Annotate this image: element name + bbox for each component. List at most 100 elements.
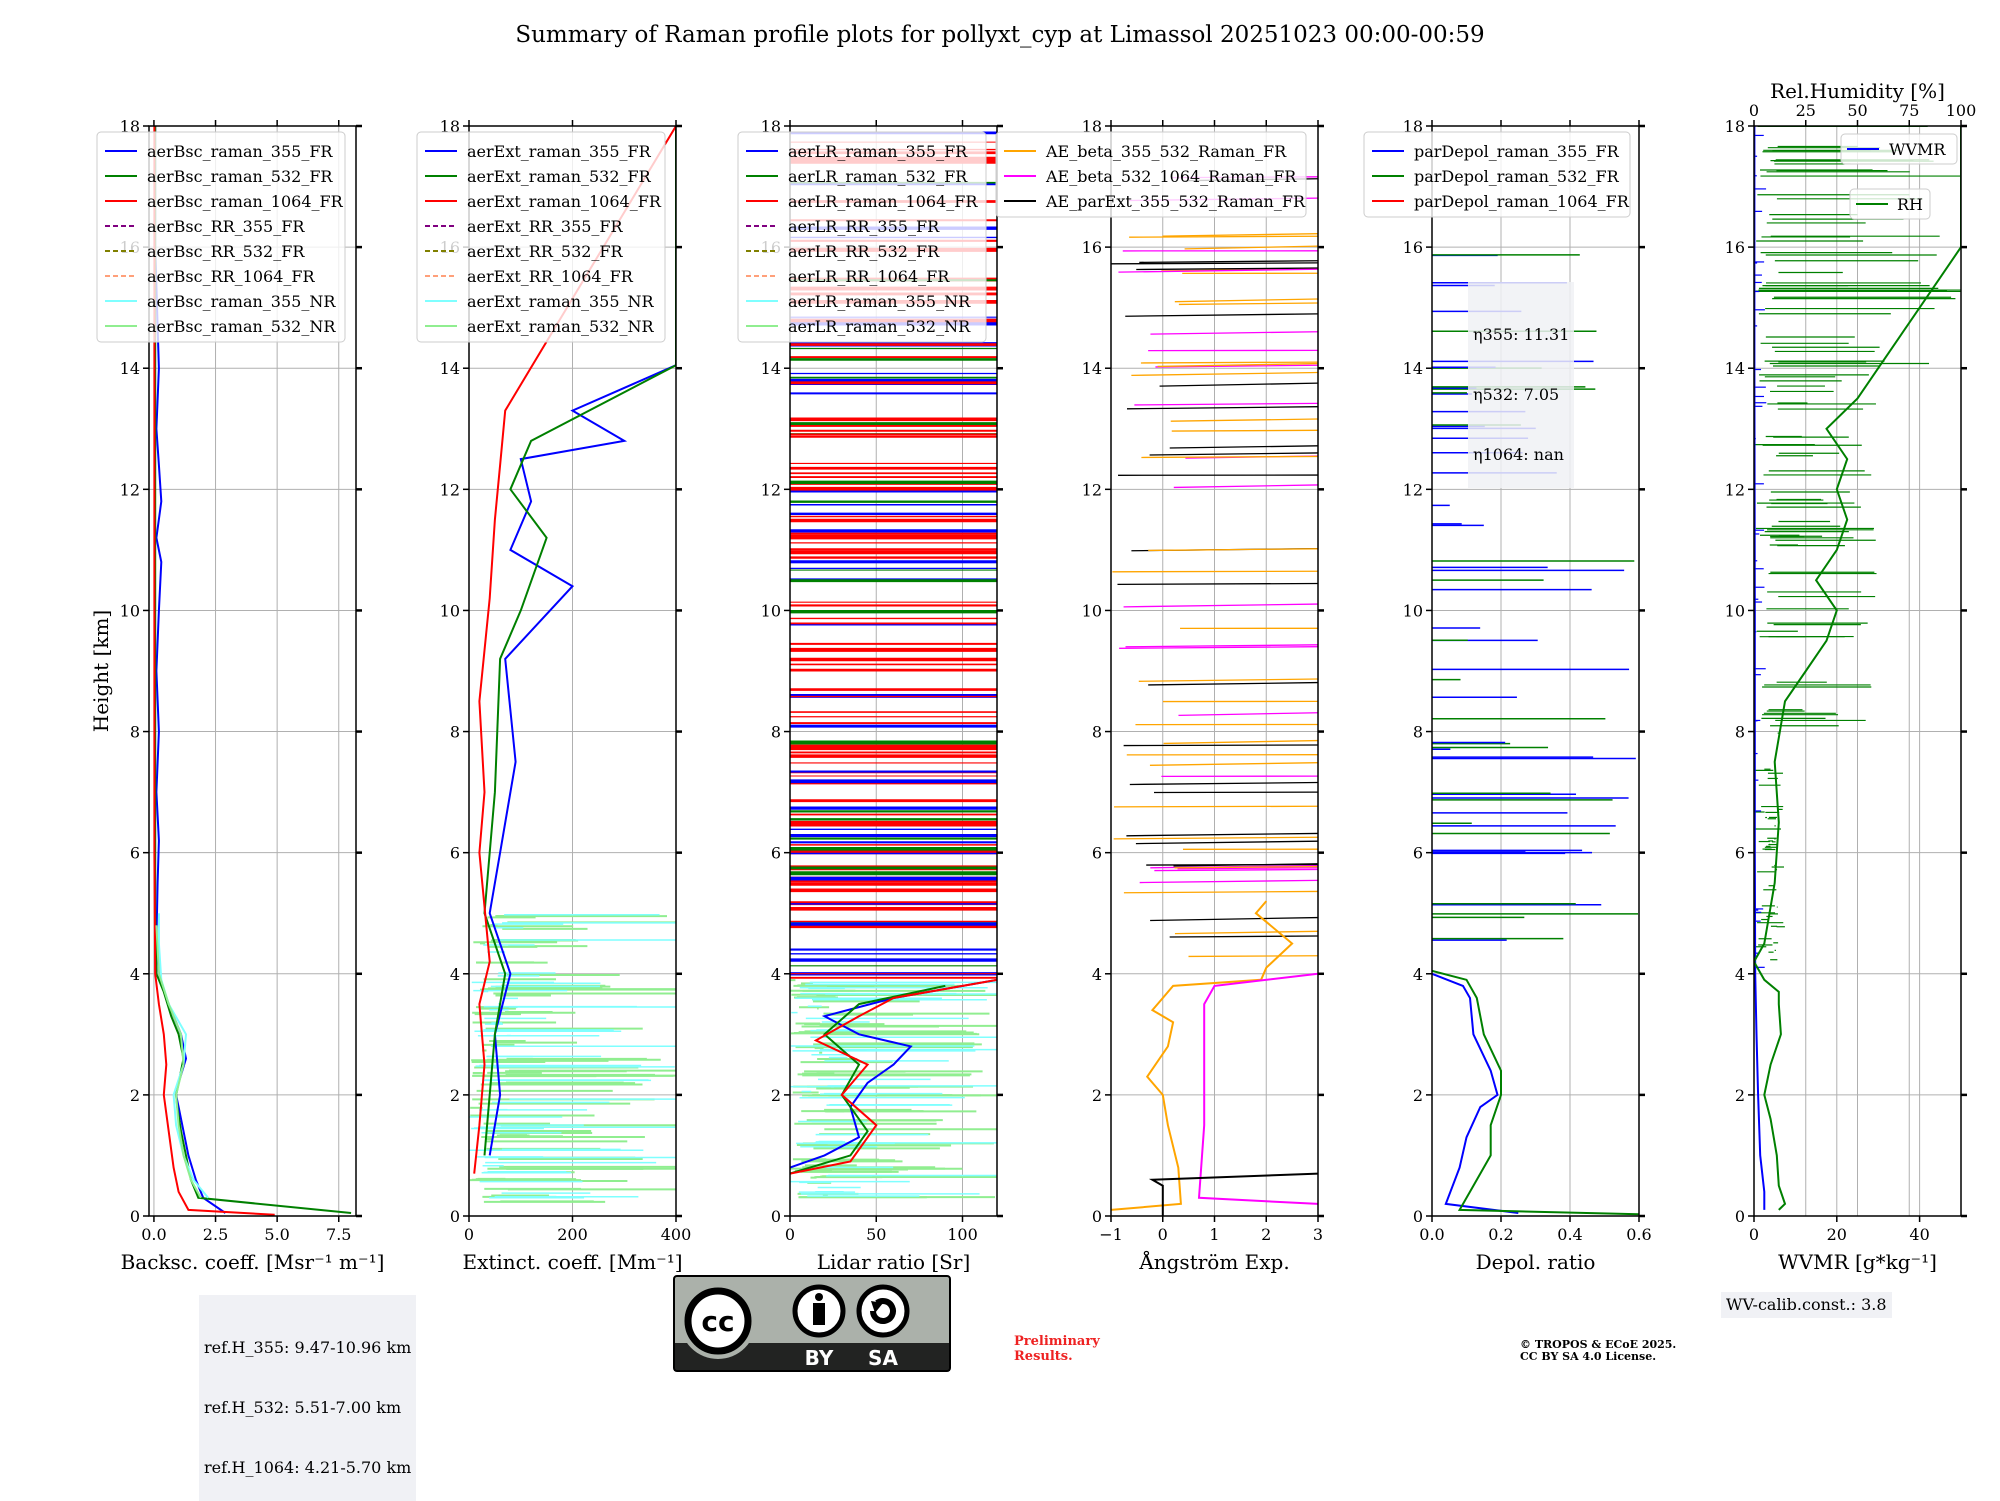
y-tick-label: 8	[1092, 723, 1102, 742]
data-spike	[1179, 303, 1318, 304]
data-spike	[1140, 880, 1318, 882]
x-tick-label: 2	[1261, 1225, 1271, 1244]
data-spike	[1139, 679, 1318, 681]
data-spike	[1125, 314, 1318, 316]
preliminary-line-1: Preliminary	[1014, 1334, 1100, 1349]
data-spike	[1127, 407, 1318, 409]
data-spike	[1124, 891, 1318, 892]
sa-icon	[859, 1287, 907, 1335]
top-x-tick-label: 0	[1749, 101, 1759, 120]
data-spike	[1172, 430, 1318, 431]
data-spike	[1111, 263, 1318, 264]
x-tick-label: −1	[1099, 1225, 1123, 1244]
x-tick-label: 0.2	[1488, 1225, 1513, 1244]
y-tick-label: 6	[1092, 844, 1102, 863]
by-text: BY	[805, 1346, 834, 1370]
y-tick-label: 10	[440, 601, 460, 620]
legend-label: parDepol_raman_532_FR	[1414, 167, 1620, 186]
x-axis-label: WVMR [g*kg⁻¹]	[1778, 1250, 1937, 1274]
x-tick-label: 7.5	[326, 1225, 351, 1244]
top-x-tick-label: 50	[1847, 101, 1867, 120]
y-tick-label: 4	[771, 965, 781, 984]
top-x-tick-label: 100	[1946, 101, 1977, 120]
x-tick-label: 200	[557, 1225, 588, 1244]
legend-label: aerExt_raman_532_FR	[467, 167, 652, 186]
legend-label: aerExt_raman_355_NR	[467, 292, 655, 311]
legend-label: aerLR_raman_355_FR	[788, 142, 968, 161]
y-tick-label: 14	[120, 359, 140, 378]
cc-text: cc	[701, 1305, 734, 1338]
data-spike	[1175, 299, 1318, 302]
y-tick-label: 0	[1413, 1207, 1423, 1226]
x-tick-label: 5.0	[264, 1225, 289, 1244]
y-tick-label: 0	[1735, 1207, 1745, 1226]
y-tick-label: 16	[1082, 238, 1102, 257]
eta-box: η355: 11.31 η532: 7.05 η1064: nan	[1468, 282, 1574, 488]
x-tick-label: 0.6	[1626, 1225, 1651, 1244]
legend-label: aerExt_RR_532_FR	[467, 242, 624, 261]
data-spike	[1170, 446, 1318, 448]
data-spike	[1129, 236, 1318, 237]
legend-label: aerLR_raman_532_FR	[788, 167, 968, 186]
data-spike	[1114, 806, 1318, 807]
copyright-note: © TROPOS & ECoE 2025. CC BY SA 4.0 Licen…	[1520, 1339, 1676, 1363]
y-tick-label: 8	[771, 723, 781, 742]
x-tick-label: 2.5	[203, 1225, 228, 1244]
ref-heights-box: ref.H_355: 9.47-10.96 km ref.H_532: 5.51…	[199, 1295, 416, 1501]
y-tick-label: 14	[761, 359, 781, 378]
x-tick-label: 400	[661, 1225, 692, 1244]
legend-label: aerLR_raman_1064_FR	[788, 192, 978, 211]
y-tick-label: 12	[761, 480, 781, 499]
y-tick-label: 16	[1725, 238, 1745, 257]
x-tick-label: 0	[1158, 1225, 1168, 1244]
x-tick-label: 0.0	[1419, 1225, 1444, 1244]
y-tick-label: 6	[450, 844, 460, 863]
x-axis-label: Extinct. coeff. [Mm⁻¹]	[462, 1250, 682, 1274]
data-spike	[1134, 403, 1318, 405]
y-axis-label: Height [km]	[89, 610, 113, 732]
legend-label: aerBsc_raman_532_FR	[147, 167, 333, 186]
legend-label: WVMR	[1889, 140, 1946, 159]
ref-height-1064: ref.H_1064: 4.21-5.70 km	[204, 1458, 411, 1478]
data-spike	[1148, 683, 1318, 685]
y-tick-label: 14	[1725, 359, 1745, 378]
legend-extinction: aerExt_raman_355_FRaerExt_raman_532_FRae…	[417, 132, 665, 342]
legend-wvmr: WVMR	[1841, 134, 1957, 164]
data-spike	[1141, 362, 1318, 363]
data-spike	[1150, 918, 1318, 921]
data-spike	[1178, 713, 1318, 716]
legend-label: aerBsc_raman_532_NR	[147, 317, 336, 336]
legend-label: AE_beta_532_1064_Raman_FR	[1045, 167, 1297, 186]
data-spike	[1112, 571, 1318, 572]
x-tick-label: 0	[1749, 1225, 1759, 1244]
data-spike	[1171, 419, 1318, 421]
data-spike	[1124, 604, 1318, 607]
y-tick-label: 16	[1403, 238, 1423, 257]
eta-355: η355: 11.31	[1473, 325, 1569, 345]
data-spike	[1114, 837, 1318, 839]
legend-lidar_ratio: aerLR_raman_355_FR aerLR_raman_532_FR aerL…	[738, 132, 986, 342]
legend-label: aerLR_RR_355_FR	[788, 217, 940, 236]
y-tick-label: 12	[1403, 480, 1423, 499]
y-tick-label: 12	[120, 480, 140, 499]
y-tick-label: 10	[1725, 601, 1745, 620]
data-spike	[1174, 485, 1318, 487]
series-line-AE_parExt_355_532_Raman_FR	[1152, 1174, 1318, 1216]
x-tick-label: 0	[785, 1225, 795, 1244]
top-x-tick-label: 25	[1796, 101, 1816, 120]
y-tick-label: 12	[1725, 480, 1745, 499]
y-tick-label: 8	[1735, 723, 1745, 742]
y-tick-label: 10	[1082, 601, 1102, 620]
y-tick-label: 6	[130, 844, 140, 863]
legend-label: aerExt_RR_1064_FR	[467, 267, 634, 286]
y-tick-label: 6	[771, 844, 781, 863]
ref-height-355: ref.H_355: 9.47-10.96 km	[204, 1338, 411, 1358]
data-spike	[1117, 583, 1318, 584]
series-line-parDepol_raman_532_FR	[1432, 971, 1639, 1214]
y-tick-label: 10	[120, 601, 140, 620]
series-line-AE_beta_532_1064_Raman_FR	[1199, 974, 1318, 1204]
x-axis-label: Ångström Exp.	[1138, 1249, 1289, 1274]
y-tick-label: 8	[1413, 723, 1423, 742]
